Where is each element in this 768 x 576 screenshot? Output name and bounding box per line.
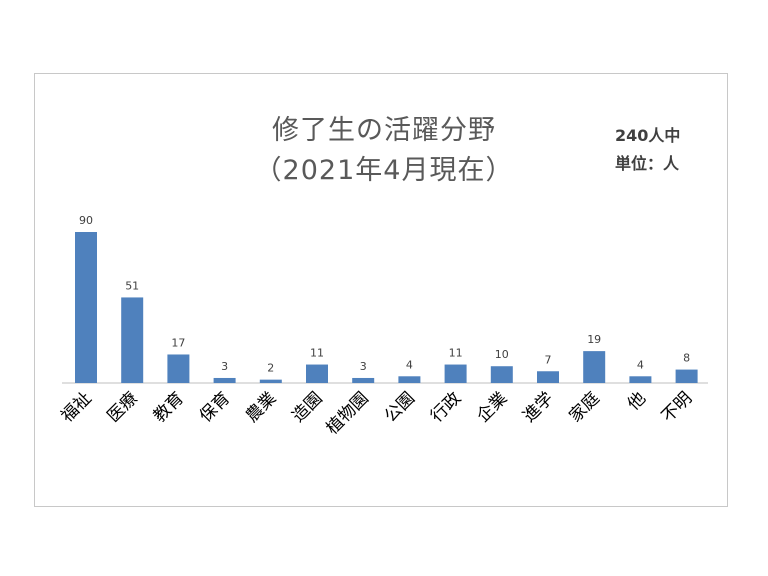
data-label-0: 90 (79, 214, 93, 227)
data-label-10: 7 (545, 353, 552, 366)
data-label-3: 3 (221, 360, 228, 373)
bar-12 (629, 376, 652, 383)
bar-5 (306, 364, 328, 383)
bar-2 (167, 354, 190, 383)
category-label-8: 行政 (427, 388, 465, 426)
category-label-1: 医療 (104, 388, 142, 426)
chart-title: 修了生の活躍分野 (272, 115, 496, 146)
bars-group (75, 232, 698, 383)
data-label-12: 4 (637, 358, 644, 371)
bar-8 (444, 364, 467, 383)
chart-note-unit: 単位：人 (615, 154, 680, 173)
category-label-12: 他 (624, 388, 650, 414)
bar-10 (537, 371, 559, 383)
category-label-9: 企業 (473, 388, 511, 426)
category-label-13: 不明 (658, 388, 696, 426)
chart-note-total: 240人中 (615, 126, 681, 145)
bar-0 (75, 232, 97, 383)
data-label-6: 3 (360, 360, 367, 373)
bar-1 (121, 297, 144, 383)
bar-3 (213, 377, 236, 383)
data-label-8: 11 (449, 347, 463, 360)
category-labels-group: 福祉 医療 教育 保育 農業 造園植物園 公園 行政 企業 進学 家庭他不明 (57, 388, 696, 438)
bar-9 (490, 366, 513, 383)
category-label-11: 家庭 (566, 388, 604, 426)
data-label-9: 10 (495, 348, 509, 361)
data-labels-group: 90 51 17 3 2 11 3 4 11 10 7 19 4 8 (79, 214, 690, 375)
bar-13 (675, 369, 698, 383)
bar-11 (583, 351, 606, 383)
data-label-4: 2 (267, 362, 274, 375)
category-label-7: 公園 (381, 388, 419, 426)
data-label-7: 4 (406, 358, 413, 371)
bar-7 (398, 376, 421, 383)
data-label-1: 51 (125, 279, 139, 292)
bar-6 (352, 377, 375, 383)
category-label-3: 保育 (196, 388, 234, 426)
data-label-13: 8 (683, 352, 690, 365)
category-label-4: 農業 (242, 388, 280, 426)
category-label-5: 造園 (288, 388, 326, 426)
data-label-11: 19 (587, 333, 601, 346)
category-label-6: 植物園 (323, 388, 373, 438)
category-label-0: 福祉 (57, 388, 95, 426)
category-label-2: 教育 (150, 388, 188, 426)
category-label-10: 進学 (519, 388, 557, 426)
data-label-2: 17 (171, 336, 185, 349)
data-label-5: 11 (310, 347, 324, 360)
chart-subtitle: （2021年4月現在） (254, 155, 514, 186)
bar-4 (259, 379, 282, 383)
chart-frame (34, 73, 728, 507)
